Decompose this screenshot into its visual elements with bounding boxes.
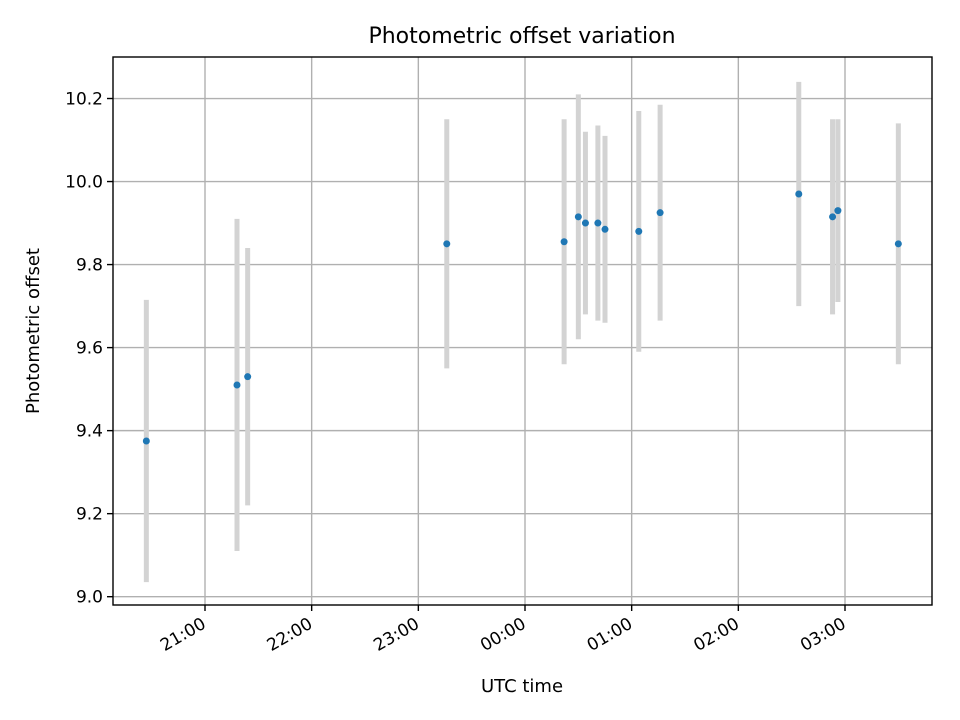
- y-ticks: 9.0 9.2 9.4 9.6 9.8 10.0 10.2: [65, 90, 113, 608]
- y-axis-label: Photometric offset: [23, 248, 44, 414]
- chart-title: Photometric offset variation: [368, 24, 675, 49]
- x-tick-label: 21:00: [157, 614, 209, 656]
- x-ticks: 21:00 22:00 23:00 00:00 01:00 02:00 03:00: [157, 605, 850, 656]
- data-point: [574, 213, 582, 221]
- plot-frame: [112, 56, 933, 606]
- data-point: [244, 373, 252, 381]
- x-axis-label: UTC time: [481, 676, 563, 697]
- x-tick-label: 22:00: [264, 614, 316, 656]
- data-point: [656, 209, 664, 217]
- data-point: [601, 225, 609, 233]
- data-point: [829, 213, 837, 221]
- x-tick-label: 03:00: [797, 614, 849, 656]
- y-tick-label: 9.2: [76, 505, 103, 525]
- x-tick-label: 23:00: [370, 614, 422, 656]
- y-tick-label: 10.2: [65, 90, 103, 110]
- data-point: [560, 238, 568, 246]
- data-point: [795, 190, 803, 198]
- y-tick-label: 9.4: [76, 422, 103, 442]
- data-point: [233, 381, 241, 389]
- data-point: [834, 207, 842, 215]
- data-points: [142, 190, 902, 445]
- y-tick-label: 9.6: [76, 339, 103, 359]
- y-tick-label: 9.8: [76, 256, 103, 276]
- data-point: [635, 227, 643, 235]
- y-tick-label: 10.0: [65, 173, 103, 193]
- data-point: [581, 219, 589, 227]
- error-bars: [143, 81, 901, 583]
- data-point: [142, 437, 150, 445]
- data-point: [894, 240, 902, 248]
- x-tick-label: 02:00: [690, 614, 742, 656]
- x-tick-label: 01:00: [584, 614, 636, 656]
- data-point: [594, 219, 602, 227]
- y-tick-label: 9.0: [76, 588, 103, 608]
- data-point: [443, 240, 451, 248]
- x-tick-label: 00:00: [477, 614, 529, 656]
